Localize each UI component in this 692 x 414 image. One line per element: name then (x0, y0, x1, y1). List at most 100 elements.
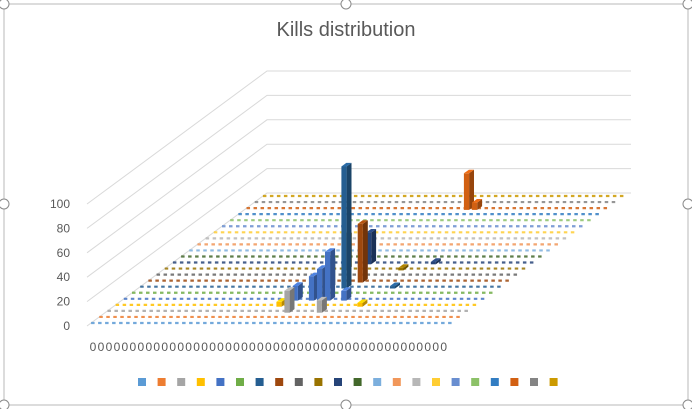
bar-top (357, 220, 368, 224)
x-tick-label: 0 (329, 340, 336, 354)
bar-top (398, 264, 409, 268)
x-tick-label: 0 (440, 340, 447, 354)
legend-swatch (549, 378, 558, 386)
resize-handle (682, 399, 692, 411)
bar (357, 220, 368, 283)
bar-front (357, 303, 363, 307)
x-tick-label: 0 (209, 340, 216, 354)
x-tick-label: 0 (400, 340, 407, 354)
x-tick-label: 0 (289, 340, 296, 354)
legend-swatch (314, 378, 323, 386)
x-tick-label: 0 (257, 340, 264, 354)
x-tick-label: 0 (169, 340, 176, 354)
x-tick-label: 0 (90, 340, 97, 354)
x-tick-label: 0 (337, 340, 344, 354)
x-tick-label: 0 (241, 340, 248, 354)
bar (398, 264, 409, 271)
x-tick-label: 0 (217, 340, 224, 354)
x-tick-label: 0 (321, 340, 328, 354)
bar (325, 248, 336, 301)
legend-swatch (216, 378, 225, 386)
bar (463, 169, 474, 210)
legend-swatch (451, 378, 460, 386)
bar (276, 298, 287, 307)
bar-top (430, 258, 441, 262)
x-tick-label: 0 (297, 340, 304, 354)
x-tick-label: 0 (305, 340, 312, 354)
y-tick-label: 0 (63, 319, 70, 333)
x-tick-label: 0 (145, 340, 152, 354)
resize-handle (0, 399, 10, 411)
bar-front (389, 286, 396, 289)
x-tick-label: 0 (161, 340, 168, 354)
y-tick-label: 20 (57, 295, 71, 309)
x-tick-label: 0 (98, 340, 105, 354)
gridline (86, 70, 631, 205)
x-tick-label: 0 (233, 340, 240, 354)
bar-side (346, 287, 352, 301)
bar-front (341, 290, 347, 301)
bar (284, 287, 295, 313)
bar-front (284, 290, 290, 313)
legend-swatch (177, 378, 186, 386)
legend[interactable] (138, 378, 558, 386)
x-tick-label: 0 (185, 340, 192, 354)
x-tick-label: 0 (369, 340, 376, 354)
bar-top (316, 296, 327, 301)
legend-swatch (490, 378, 499, 386)
legend-swatch (432, 378, 440, 386)
x-tick-label: 0 (393, 340, 400, 354)
bar-side (395, 282, 400, 289)
bar-top (366, 229, 377, 233)
resize-handle (0, 198, 10, 210)
legend-swatch (294, 378, 303, 386)
resize-handle (340, 399, 352, 411)
y-axis-ticks: 0 20 40 60 80 100 (50, 197, 70, 333)
bar-side (362, 220, 368, 283)
gridline (86, 192, 631, 327)
legend-swatch (510, 378, 519, 386)
legend-swatch (471, 378, 480, 386)
x-tick-label: 0 (201, 340, 208, 354)
bar-side (289, 287, 295, 313)
bar-side (330, 248, 336, 301)
bar-front (430, 261, 436, 265)
resize-handle (0, 0, 10, 10)
bar (389, 282, 400, 289)
legend-swatch (255, 378, 264, 386)
legend-swatch (275, 378, 284, 386)
x-tick-label: 0 (424, 340, 431, 354)
bar-top (472, 199, 483, 203)
bar-top (317, 265, 327, 269)
legend-swatch (392, 378, 401, 386)
gridlines (86, 70, 631, 327)
x-tick-label: 0 (361, 340, 368, 354)
bar (357, 299, 368, 307)
bar-side (477, 199, 483, 210)
bar-top (341, 162, 352, 167)
bar-side (321, 296, 327, 313)
x-tick-label: 0 (114, 340, 121, 354)
gridline (86, 119, 631, 254)
x-tick-label: 0 (177, 340, 184, 354)
chart-title: Kills distribution (277, 19, 416, 41)
bar-side (403, 264, 409, 271)
x-tick-label: 0 (313, 340, 320, 354)
gridline (86, 168, 631, 303)
x-tick-label: 0 (416, 340, 423, 354)
resize-handle (682, 0, 692, 10)
legend-swatch (530, 378, 538, 386)
bar-top (357, 299, 368, 303)
gridline (86, 143, 631, 278)
y-tick-label: 80 (57, 221, 71, 235)
x-tick-label: 0 (193, 340, 200, 354)
y-tick-label: 100 (50, 197, 70, 211)
x-tick-label: 0 (130, 340, 137, 354)
y-tick-label: 40 (57, 270, 71, 284)
legend-swatch (157, 378, 166, 386)
x-tick-label: 0 (281, 340, 288, 354)
bar-front (276, 301, 282, 307)
